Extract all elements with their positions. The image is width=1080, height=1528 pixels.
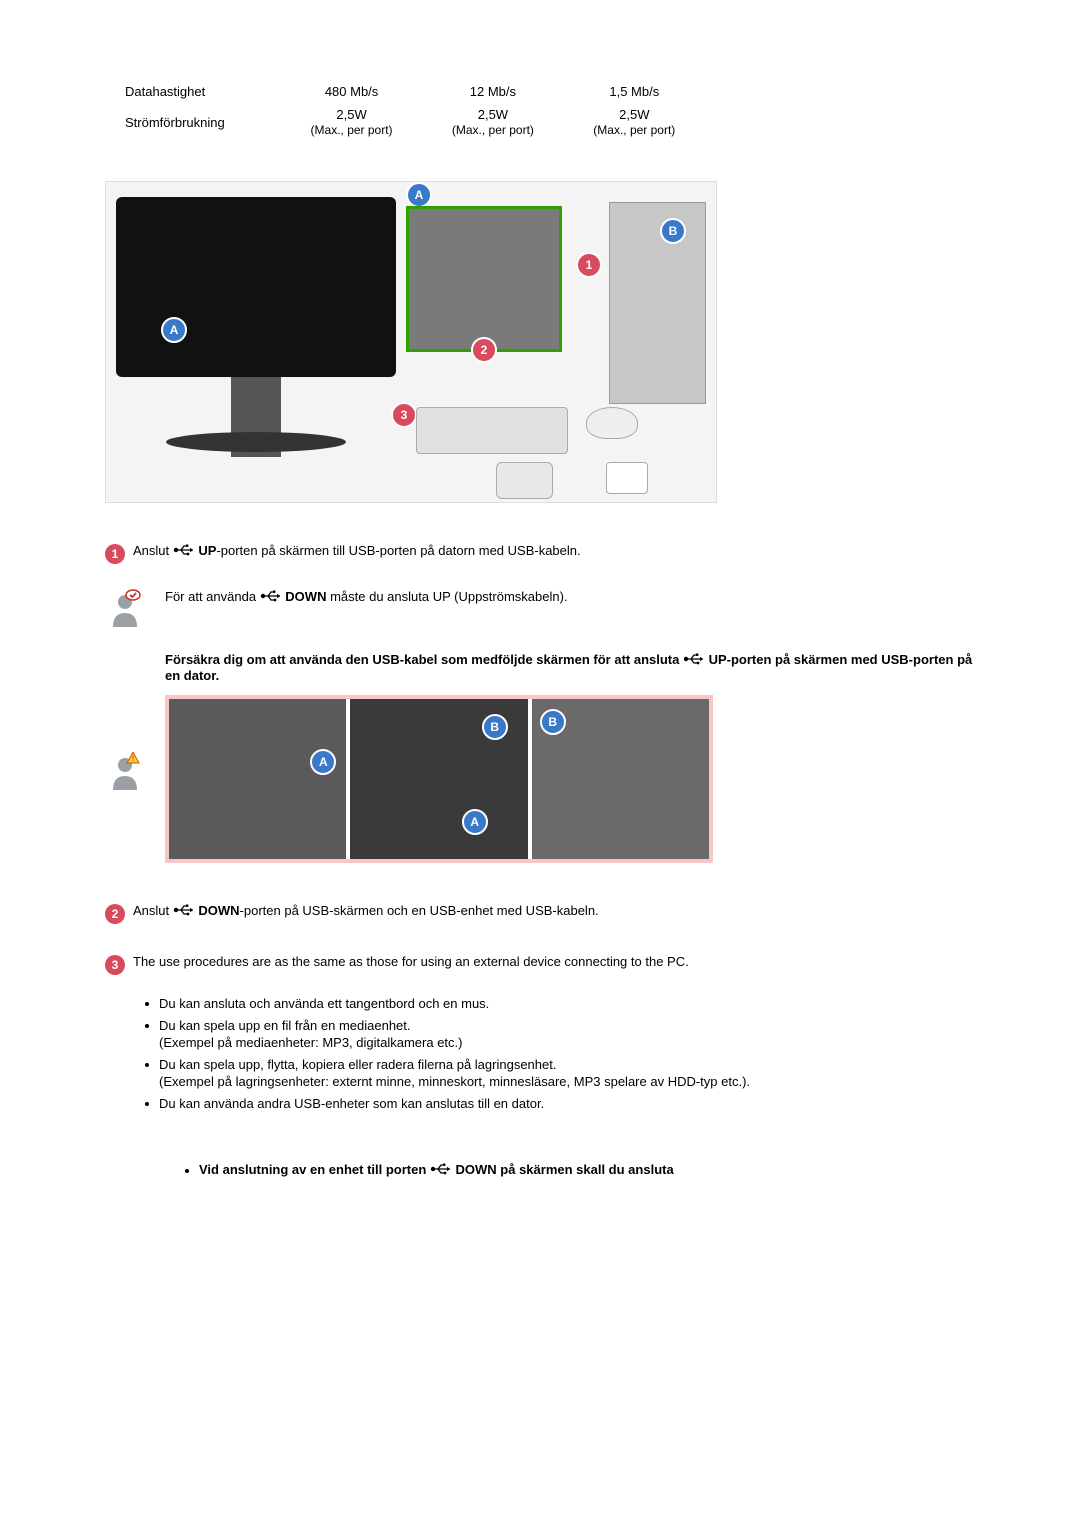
cell: 480 Mb/s	[281, 80, 422, 103]
step-1: 1 Anslut UP-porten på skärmen till USB-p…	[105, 543, 975, 564]
badge-a: A	[462, 809, 488, 835]
table-row: Strömförbrukning 2,5W (Max., per port) 2…	[115, 103, 705, 141]
step-number-badge: 1	[105, 544, 125, 564]
row-label: Strömförbrukning	[115, 103, 281, 141]
usb-icon	[173, 544, 195, 559]
list-item: Du kan spela upp en fil från en mediaenh…	[145, 1017, 975, 1052]
cell: 2,5W (Max., per port)	[564, 103, 705, 141]
step-text: Anslut DOWN-porten på USB-skärmen och en…	[133, 903, 975, 919]
usb-icon	[683, 653, 705, 668]
badge-b: B	[660, 218, 686, 244]
camera-icon	[496, 462, 553, 499]
badge-a: A	[406, 182, 432, 208]
step-3: 3 The use procedures are as the same as …	[105, 954, 975, 975]
usb-icon	[260, 590, 282, 605]
warning-person-icon: !	[105, 752, 145, 790]
cable-diagram: A B A B	[165, 695, 713, 863]
diagram-panel-3: B	[532, 699, 709, 859]
badge-1: 1	[576, 252, 602, 278]
monitor-base-icon	[166, 432, 346, 452]
table-row: Datahastighet 480 Mb/s 12 Mb/s 1,5 Mb/s	[115, 80, 705, 103]
keyboard-icon	[416, 407, 568, 454]
connection-diagram: A A B 1 2 3	[105, 181, 717, 503]
list-item: Du kan använda andra USB-enheter som kan…	[145, 1095, 975, 1113]
badge-b: B	[482, 714, 508, 740]
svg-text:!: !	[132, 755, 135, 764]
step-number-badge: 2	[105, 904, 125, 924]
spec-table: Datahastighet 480 Mb/s 12 Mb/s 1,5 Mb/s …	[115, 80, 705, 141]
badge-a: A	[161, 317, 187, 343]
diagram-panel-2: B A	[350, 699, 527, 859]
list-item: Du kan ansluta och använda ett tangentbo…	[145, 995, 975, 1013]
feature-list: Du kan ansluta och använda ett tangentbo…	[145, 995, 975, 1112]
final-note-item: Vid anslutning av en enhet till porten D…	[185, 1162, 975, 1178]
badge-3: 3	[391, 402, 417, 428]
row-label: Datahastighet	[115, 80, 281, 103]
warning-note: ! Försäkra dig om att använda den USB-ka…	[105, 652, 975, 863]
list-item: Du kan spela upp, flytta, kopiera eller …	[145, 1056, 975, 1091]
cell: 12 Mb/s	[422, 80, 563, 103]
pc-tower-icon	[609, 202, 706, 404]
cell: 2,5W (Max., per port)	[281, 103, 422, 141]
info-person-icon	[105, 589, 145, 627]
step-text: Anslut UP-porten på skärmen till USB-por…	[133, 543, 975, 559]
mp3-player-icon	[606, 462, 648, 494]
diagram-panel-1: A	[169, 699, 346, 859]
usb-icon	[430, 1163, 452, 1178]
cell: 1,5 Mb/s	[564, 80, 705, 103]
step-text: The use procedures are as the same as th…	[133, 954, 975, 969]
final-note: Vid anslutning av en enhet till porten D…	[185, 1162, 975, 1178]
step-2: 2 Anslut DOWN-porten på USB-skärmen och …	[105, 903, 975, 924]
warning-body: Försäkra dig om att använda den USB-kabe…	[165, 652, 975, 863]
badge-b: B	[540, 709, 566, 735]
mouse-icon	[586, 407, 638, 439]
badge-2: 2	[471, 337, 497, 363]
info-note-text: För att använda DOWN måste du ansluta UP…	[165, 589, 975, 605]
usb-hub-icon	[406, 206, 562, 352]
cell: 2,5W (Max., per port)	[422, 103, 563, 141]
monitor-icon	[116, 197, 396, 377]
step-number-badge: 3	[105, 955, 125, 975]
info-note: För att använda DOWN måste du ansluta UP…	[105, 589, 975, 627]
badge-a: A	[310, 749, 336, 775]
usb-icon	[173, 904, 195, 919]
